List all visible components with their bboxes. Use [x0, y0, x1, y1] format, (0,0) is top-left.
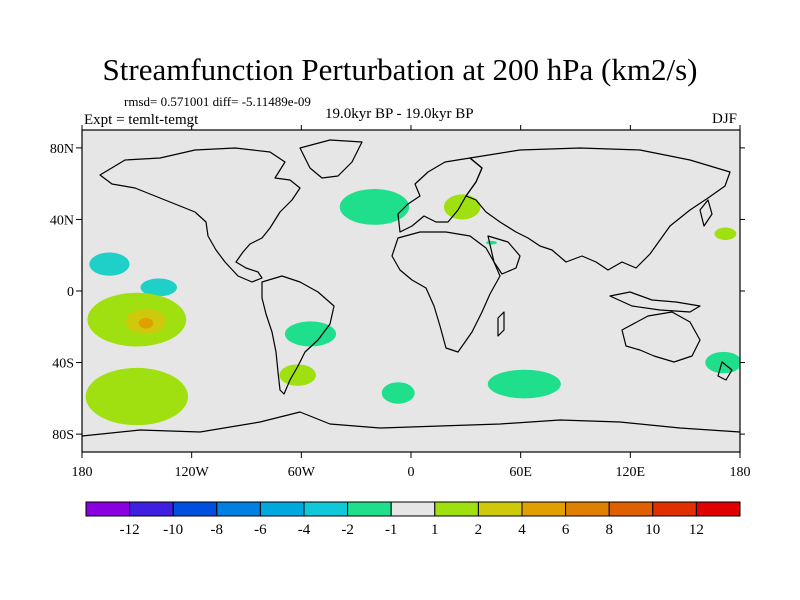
anomaly-red-sea — [485, 240, 497, 245]
colorbar-label: -4 — [298, 522, 311, 538]
y-tick-label: 40S — [52, 357, 74, 372]
coastline-arabia — [487, 235, 521, 275]
coastline-antarctica — [82, 411, 740, 437]
coastline-africa — [391, 231, 501, 353]
season-label: DJF — [712, 111, 738, 127]
x-tick-label: 180 — [72, 465, 93, 480]
colorbar-label: -6 — [254, 522, 267, 538]
y-tick-label: 0 — [67, 285, 74, 300]
coastline-layer — [82, 139, 740, 437]
anomaly-south-america — [284, 321, 337, 347]
colorbar-box — [390, 501, 436, 517]
colorbar-box — [347, 501, 392, 517]
colorbar-box — [565, 501, 610, 517]
colorbar-label: -1 — [385, 522, 398, 538]
x-tick-label: 60W — [288, 465, 316, 480]
colorbar-box — [259, 501, 305, 517]
colorbar-label: 2 — [475, 522, 483, 538]
anomaly-south-pacific-center — [138, 317, 154, 329]
colorbar-label: -12 — [120, 522, 140, 538]
colorbar-label: -2 — [341, 522, 354, 538]
colorbar-label: -10 — [163, 522, 183, 538]
anomaly-north-atlantic — [339, 189, 410, 225]
colorbar-label: 4 — [518, 522, 526, 538]
colorbar-box — [216, 501, 261, 517]
axis-ticks: 180 120W 60W 0 60E 120E 180 80N 40N 0 40S 80S — [50, 125, 751, 480]
coastline-south-america — [261, 275, 335, 395]
x-tick-label: 60E — [509, 465, 532, 480]
coastline-australia — [621, 311, 701, 363]
colorbar-box — [434, 501, 479, 517]
colorbar-box — [521, 501, 567, 517]
x-tick-label: 180 — [730, 465, 751, 480]
colorbar-label: 8 — [605, 522, 613, 538]
period-label: 19.0kyr BP - 19.0kyr BP — [325, 106, 474, 122]
y-tick-label: 80N — [50, 142, 74, 157]
stats-label: rmsd= 0.571001 diff= -5.11489e-09 — [124, 94, 311, 109]
coastline-north-america — [99, 147, 301, 283]
colorbar-box — [695, 501, 741, 517]
anomaly-layer — [85, 189, 740, 426]
coastline-asia — [465, 147, 731, 271]
colorbar-label: 12 — [689, 522, 704, 538]
anomaly-tropical-pacific-north — [89, 252, 130, 276]
colorbar-box — [608, 501, 654, 517]
coastline-new-zealand — [717, 361, 733, 381]
colorbar-box — [129, 501, 174, 517]
anomaly-black-sea — [443, 194, 481, 220]
colorbar-label: 1 — [431, 522, 439, 538]
plot-title: Streamfunction Perturbation at 200 hPa (… — [102, 52, 698, 87]
anomaly-south-atlantic — [381, 382, 415, 404]
coastline-japan — [699, 199, 713, 227]
colorbar-box — [652, 501, 697, 517]
colorbar-box — [172, 501, 218, 517]
anomaly-south-indian — [487, 369, 561, 399]
coastline-madagascar — [497, 311, 505, 337]
x-tick-label: 0 — [408, 465, 415, 480]
y-tick-label: 40N — [50, 213, 74, 228]
y-tick-label: 80S — [52, 428, 74, 443]
x-tick-label: 120E — [616, 465, 646, 480]
colorbar-box — [303, 501, 349, 517]
colorbar-label: 10 — [645, 522, 660, 538]
coastline-greenland — [299, 139, 363, 179]
colorbar-label: 6 — [562, 522, 570, 538]
coastline-indonesia — [609, 291, 701, 313]
anomaly-southern-ocean-pacific — [85, 367, 189, 426]
experiment-label: Expt = temlt-temgt — [84, 112, 199, 128]
colorbar-label: -8 — [211, 522, 224, 538]
anomaly-patagonia — [279, 364, 316, 386]
x-tick-label: 120W — [175, 465, 210, 480]
colorbar-box — [477, 501, 523, 517]
anomaly-north-pacific-east — [714, 227, 737, 241]
colorbar: -12 -10 -8 -6 -4 -2 -1 1 2 4 6 8 10 12 — [85, 501, 741, 538]
anomaly-eastern-pacific — [140, 278, 178, 297]
colorbar-box — [85, 501, 131, 517]
